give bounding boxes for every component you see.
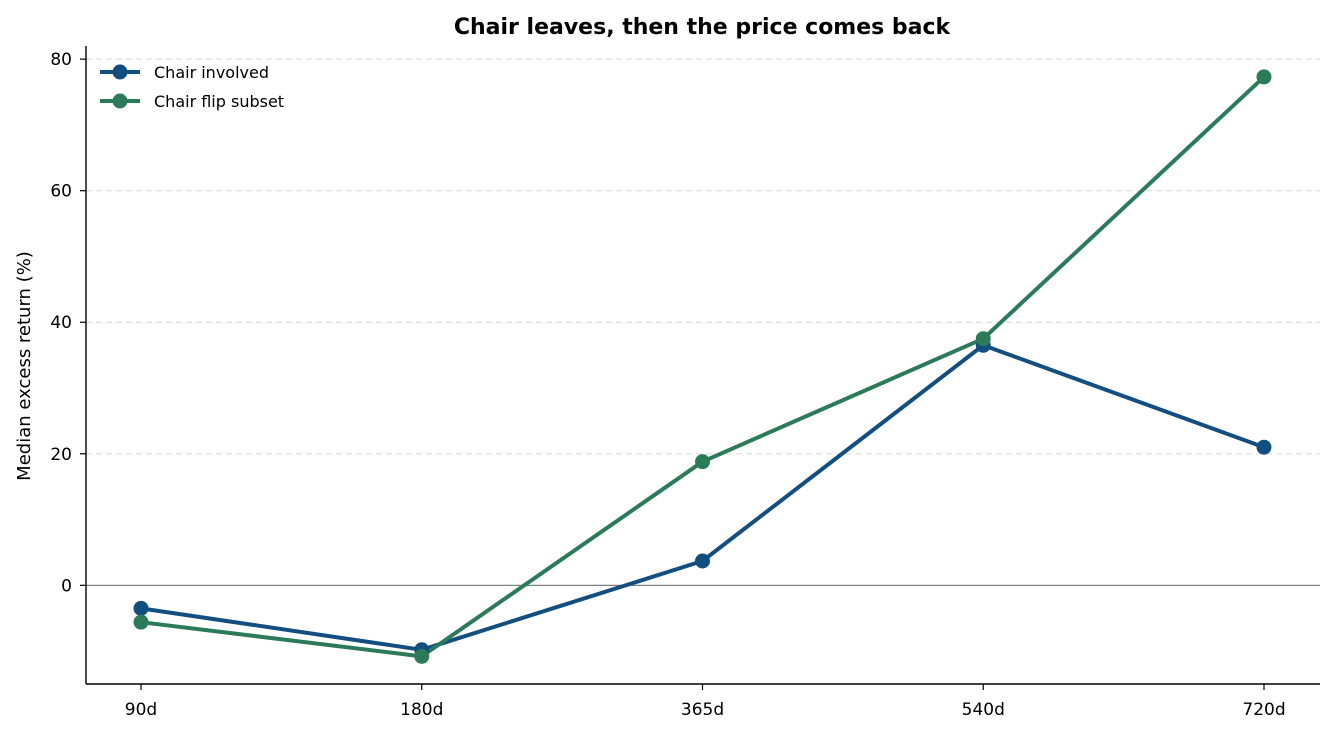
chart-title: Chair leaves, then the price comes back <box>454 15 952 40</box>
series-lines <box>133 69 1272 664</box>
legend-swatch-marker <box>112 93 128 109</box>
data-point <box>695 553 710 569</box>
data-point <box>1256 69 1272 85</box>
data-point <box>414 648 430 664</box>
legend: Chair involved Chair flip subset <box>100 63 284 111</box>
y-tick-label: 20 <box>50 445 72 465</box>
y-tick-label: 0 <box>61 576 72 596</box>
x-tick-label: 90d <box>125 700 157 720</box>
legend-swatch-marker <box>112 64 128 80</box>
grid-lines <box>86 58 1320 455</box>
tick-labels: 0 20 40 60 80 90d 180d 365d 540d 720d <box>50 50 1285 720</box>
axes <box>85 46 1320 685</box>
x-tick-label: 540d <box>962 700 1005 720</box>
legend-item-1: Chair involved <box>100 63 269 82</box>
data-point <box>695 454 710 470</box>
y-tick-label: 80 <box>50 50 72 70</box>
legend-item-2: Chair flip subset <box>100 92 284 111</box>
data-point <box>133 600 149 616</box>
data-point <box>975 331 991 347</box>
x-tick-label: 720d <box>1242 700 1285 720</box>
series-line-2 <box>139 74 1266 659</box>
x-tick-label: 180d <box>400 700 443 720</box>
x-tick-label: 365d <box>681 700 724 720</box>
y-tick-label: 60 <box>50 182 72 202</box>
data-point <box>133 614 149 630</box>
legend-label: Chair involved <box>154 63 269 82</box>
series-line-1 <box>139 343 1266 652</box>
data-point <box>1256 439 1272 455</box>
y-axis-label: Median excess return (%) <box>14 251 35 481</box>
legend-label: Chair flip subset <box>154 92 284 111</box>
y-tick-label: 40 <box>50 313 72 333</box>
